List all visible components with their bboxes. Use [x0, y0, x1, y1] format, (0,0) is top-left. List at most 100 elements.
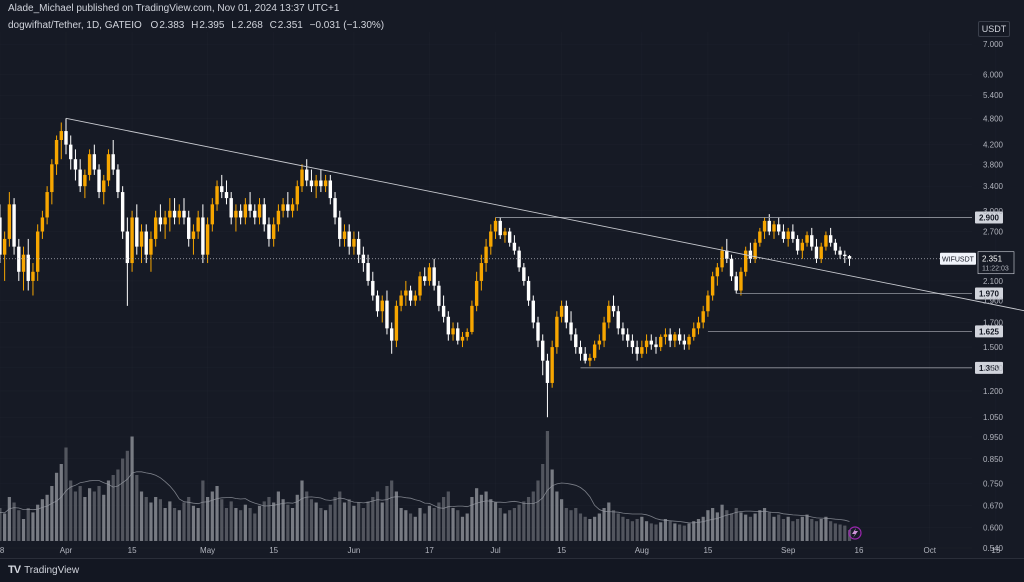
- symbol-name[interactable]: dogwifhat/Tether, 1D, GATEIO: [8, 20, 142, 31]
- candle-body: [338, 217, 342, 239]
- candle-body: [182, 210, 186, 218]
- candle-body: [69, 144, 73, 160]
- candle-body: [40, 217, 45, 232]
- volume-bar: [97, 486, 101, 541]
- volume-bar: [574, 508, 578, 541]
- volume-bar: [154, 497, 158, 541]
- candle-body: [640, 347, 644, 354]
- candle-body: [158, 217, 163, 225]
- candle-body: [432, 267, 436, 286]
- volume-bar: [578, 513, 583, 541]
- volume-bar: [711, 508, 715, 541]
- candle-body: [687, 336, 691, 345]
- candle-body: [130, 217, 134, 264]
- volume-bar: [385, 486, 389, 541]
- ohlc-open-label: O: [150, 20, 159, 31]
- candle-body: [824, 235, 828, 247]
- ohlc-low-value: 2.268: [237, 20, 263, 31]
- volume-bar: [659, 522, 663, 541]
- candle-body: [446, 316, 451, 335]
- candle-body: [833, 242, 838, 251]
- y-tick-label: 1.900: [983, 297, 1004, 306]
- candle-body: [777, 224, 781, 232]
- volume-bar: [824, 516, 828, 541]
- tradingview-logo[interactable]: TV TradingView: [8, 564, 79, 576]
- candle-body: [677, 334, 682, 341]
- volume-bar: [408, 513, 413, 541]
- level-tag-label: 2.900: [979, 213, 1000, 222]
- candle-body: [578, 347, 583, 354]
- x-tick-label: 15: [703, 546, 712, 555]
- y-tick-label: 1.700: [983, 318, 1004, 327]
- candle-body: [838, 250, 842, 255]
- volume-bar: [300, 480, 304, 541]
- x-tick-label: Oct: [924, 546, 937, 555]
- time-axis[interactable]: 18Apr15May15Jun17Jul15Aug15Sep16Oct15Nov…: [0, 546, 1024, 555]
- price-chart[interactable]: 2.900 1.970 1.625 1.350 7.000 6.000 5.400 4.80…: [0, 0, 1024, 558]
- volume-bar: [135, 475, 139, 541]
- level-tag-label: 1.350: [979, 364, 1000, 373]
- y-tick-label: 0.540: [983, 544, 1004, 553]
- candle-body: [597, 340, 602, 345]
- candle-body: [706, 295, 710, 312]
- candle-body: [168, 210, 172, 218]
- candle-body: [78, 169, 82, 187]
- volume-bar: [73, 491, 78, 541]
- candle-body: [323, 180, 328, 187]
- x-tick-label: 17: [425, 546, 434, 555]
- candle-body: [437, 285, 441, 306]
- candle-body: [427, 267, 432, 281]
- volume-bar: [498, 508, 502, 541]
- candle-body: [583, 353, 587, 361]
- volume-bar: [267, 497, 271, 541]
- volume-bar: [36, 504, 40, 541]
- flash-icon[interactable]: [848, 526, 862, 540]
- x-tick-label: Jul: [490, 546, 500, 555]
- candle-body: [35, 231, 40, 272]
- candle-body: [692, 328, 696, 337]
- volume-bar: [630, 521, 634, 541]
- candle-body: [144, 231, 148, 255]
- volume-bar: [380, 502, 384, 541]
- candle-body: [253, 210, 257, 218]
- candle-body: [120, 192, 125, 232]
- volume-bar: [314, 502, 318, 541]
- volume-bar: [196, 508, 200, 541]
- volume-bar: [50, 486, 54, 541]
- volume-bar: [810, 519, 814, 541]
- volume-bar: [54, 472, 59, 541]
- candle-body: [50, 164, 54, 193]
- candle-body: [522, 267, 526, 281]
- volume-bar: [687, 523, 691, 541]
- ohlc-high-label: H: [191, 20, 199, 31]
- candle-body: [205, 224, 210, 255]
- candle-body: [300, 169, 304, 187]
- y-tick-label: 4.200: [983, 141, 1004, 150]
- candle-body: [191, 231, 196, 239]
- trendline[interactable]: [65, 117, 1024, 320]
- flash-icon-ring: [848, 526, 862, 540]
- volume-bar: [602, 508, 606, 541]
- trendline-group[interactable]: [65, 117, 1024, 320]
- volume-bar: [206, 497, 210, 541]
- candle-body: [238, 210, 243, 218]
- publisher-line: Alade_Michael published on TradingView.c…: [8, 3, 340, 14]
- currency-button[interactable]: USDT: [978, 21, 1010, 37]
- volume-bar: [762, 508, 767, 541]
- volume-bar: [394, 491, 398, 541]
- candle-body: [635, 347, 639, 354]
- volume-bar: [21, 519, 26, 541]
- volume-bar: [446, 491, 450, 541]
- candle-body: [644, 340, 649, 348]
- volume-bar: [456, 510, 460, 541]
- volume-bar: [588, 519, 592, 541]
- volume-bar: [262, 501, 266, 541]
- volume-bar: [829, 521, 833, 541]
- price-axis[interactable]: 7.000 6.000 5.400 4.800 4.200 3.800 3.400 3.000…: [983, 40, 1004, 553]
- volume-bar: [286, 504, 290, 541]
- volume-bar: [635, 519, 639, 541]
- candle-body: [153, 217, 158, 239]
- volume-bar: [843, 525, 847, 541]
- candle-body: [97, 169, 101, 193]
- volume-bar: [626, 519, 630, 541]
